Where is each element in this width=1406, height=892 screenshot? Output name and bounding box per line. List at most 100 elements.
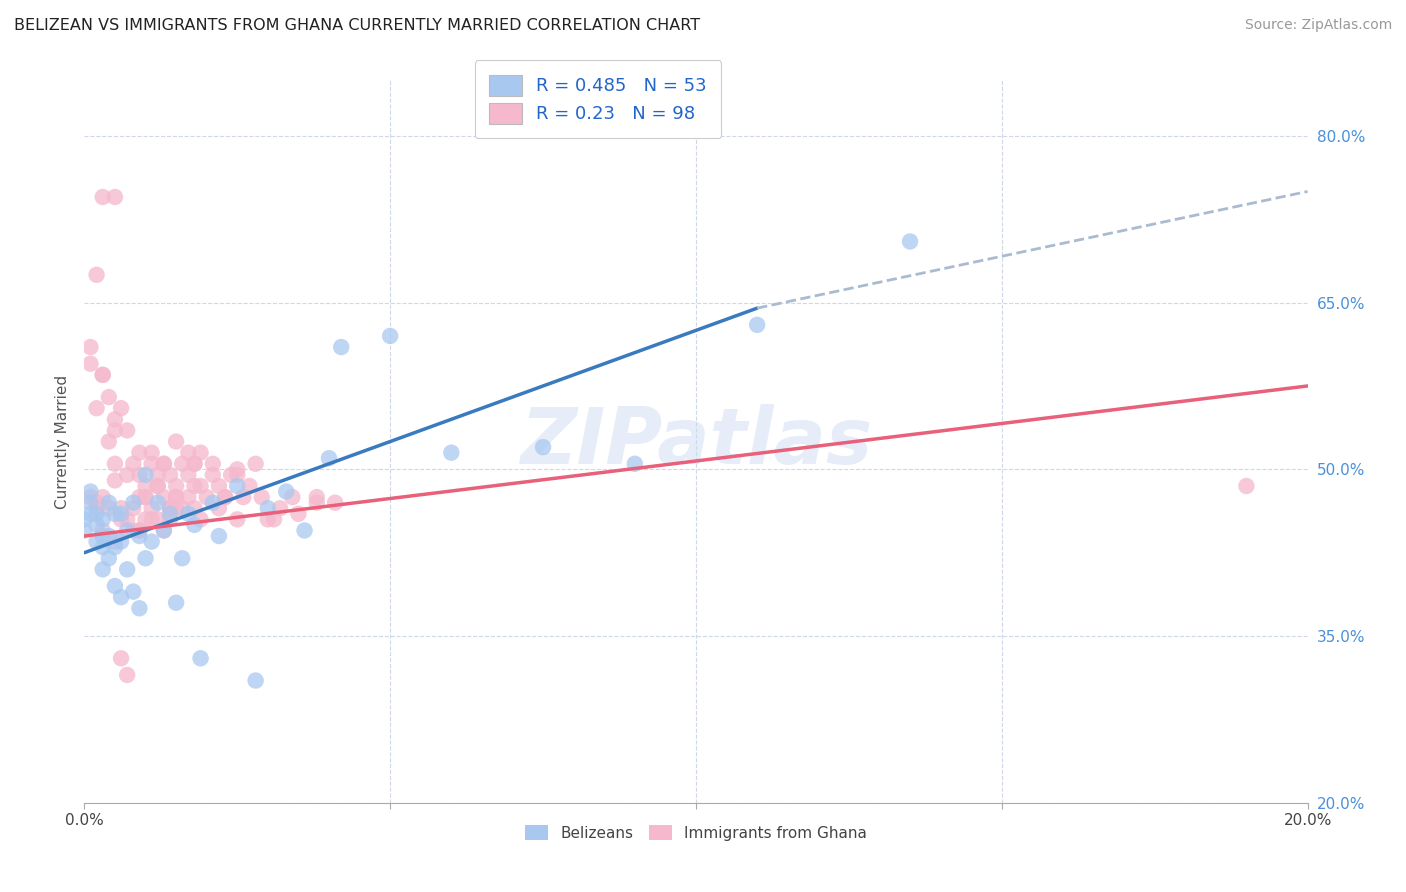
Point	[214, 490, 236, 504]
Point	[238, 479, 260, 493]
Point	[263, 512, 285, 526]
Point	[153, 457, 176, 471]
Point	[201, 457, 224, 471]
Point	[86, 496, 108, 510]
Point	[165, 479, 187, 493]
Point	[153, 490, 176, 504]
Point	[146, 467, 169, 482]
Point	[165, 490, 187, 504]
Point	[97, 551, 120, 566]
Point	[172, 457, 194, 471]
Point	[97, 434, 120, 449]
Point	[97, 496, 120, 510]
Point	[177, 490, 200, 504]
Point	[190, 445, 212, 459]
Point	[245, 457, 267, 471]
Point	[226, 467, 249, 482]
Point	[128, 467, 150, 482]
Point	[97, 529, 120, 543]
Point	[146, 479, 169, 493]
Point	[110, 590, 132, 604]
Point	[135, 551, 157, 566]
Point	[122, 496, 145, 510]
Point	[318, 451, 340, 466]
Point	[79, 357, 101, 371]
Text: ZIPatlas: ZIPatlas	[520, 403, 872, 480]
Point	[141, 534, 163, 549]
Point	[86, 501, 108, 516]
Point	[747, 318, 769, 332]
Point	[177, 445, 200, 459]
Text: BELIZEAN VS IMMIGRANTS FROM GHANA CURRENTLY MARRIED CORRELATION CHART: BELIZEAN VS IMMIGRANTS FROM GHANA CURREN…	[14, 18, 700, 33]
Point	[86, 401, 108, 416]
Point	[208, 501, 231, 516]
Point	[104, 540, 127, 554]
Point	[135, 479, 157, 493]
Point	[190, 479, 212, 493]
Point	[91, 524, 114, 538]
Point	[79, 496, 101, 510]
Point	[165, 490, 187, 504]
Point	[208, 479, 231, 493]
Point	[128, 524, 150, 538]
Point	[91, 490, 114, 504]
Point	[159, 507, 181, 521]
Point	[86, 268, 108, 282]
Point	[159, 501, 181, 516]
Point	[135, 512, 157, 526]
Point	[128, 524, 150, 538]
Point	[172, 551, 194, 566]
Point	[91, 529, 114, 543]
Point	[287, 507, 309, 521]
Point	[172, 501, 194, 516]
Point	[110, 512, 132, 526]
Point	[91, 562, 114, 576]
Point	[250, 490, 273, 504]
Point	[110, 401, 132, 416]
Point	[201, 467, 224, 482]
Text: Source: ZipAtlas.com: Source: ZipAtlas.com	[1244, 18, 1392, 32]
Point	[122, 501, 145, 516]
Point	[104, 579, 127, 593]
Point	[201, 496, 224, 510]
Point	[183, 501, 205, 516]
Point	[122, 457, 145, 471]
Point	[128, 529, 150, 543]
Point	[104, 190, 127, 204]
Point	[146, 479, 169, 493]
Point	[97, 501, 120, 516]
Point	[257, 501, 280, 516]
Point	[104, 457, 127, 471]
Point	[128, 490, 150, 504]
Point	[97, 390, 120, 404]
Point	[128, 445, 150, 459]
Point	[177, 507, 200, 521]
Point	[232, 490, 254, 504]
Point	[91, 512, 114, 526]
Point	[1236, 479, 1258, 493]
Point	[104, 507, 127, 521]
Point	[165, 596, 187, 610]
Point	[146, 512, 169, 526]
Point	[195, 490, 218, 504]
Point	[104, 474, 127, 488]
Point	[531, 440, 554, 454]
Point	[86, 534, 108, 549]
Point	[440, 445, 463, 459]
Point	[165, 501, 187, 516]
Point	[159, 467, 181, 482]
Point	[86, 507, 108, 521]
Point	[110, 534, 132, 549]
Point	[141, 501, 163, 516]
Point	[128, 601, 150, 615]
Point	[183, 457, 205, 471]
Point	[153, 524, 176, 538]
Point	[898, 235, 921, 249]
Point	[159, 501, 181, 516]
Point	[73, 524, 96, 538]
Y-axis label: Currently Married: Currently Married	[55, 375, 70, 508]
Legend: Belizeans, Immigrants from Ghana: Belizeans, Immigrants from Ghana	[513, 813, 879, 853]
Point	[73, 512, 96, 526]
Point	[226, 479, 249, 493]
Point	[226, 512, 249, 526]
